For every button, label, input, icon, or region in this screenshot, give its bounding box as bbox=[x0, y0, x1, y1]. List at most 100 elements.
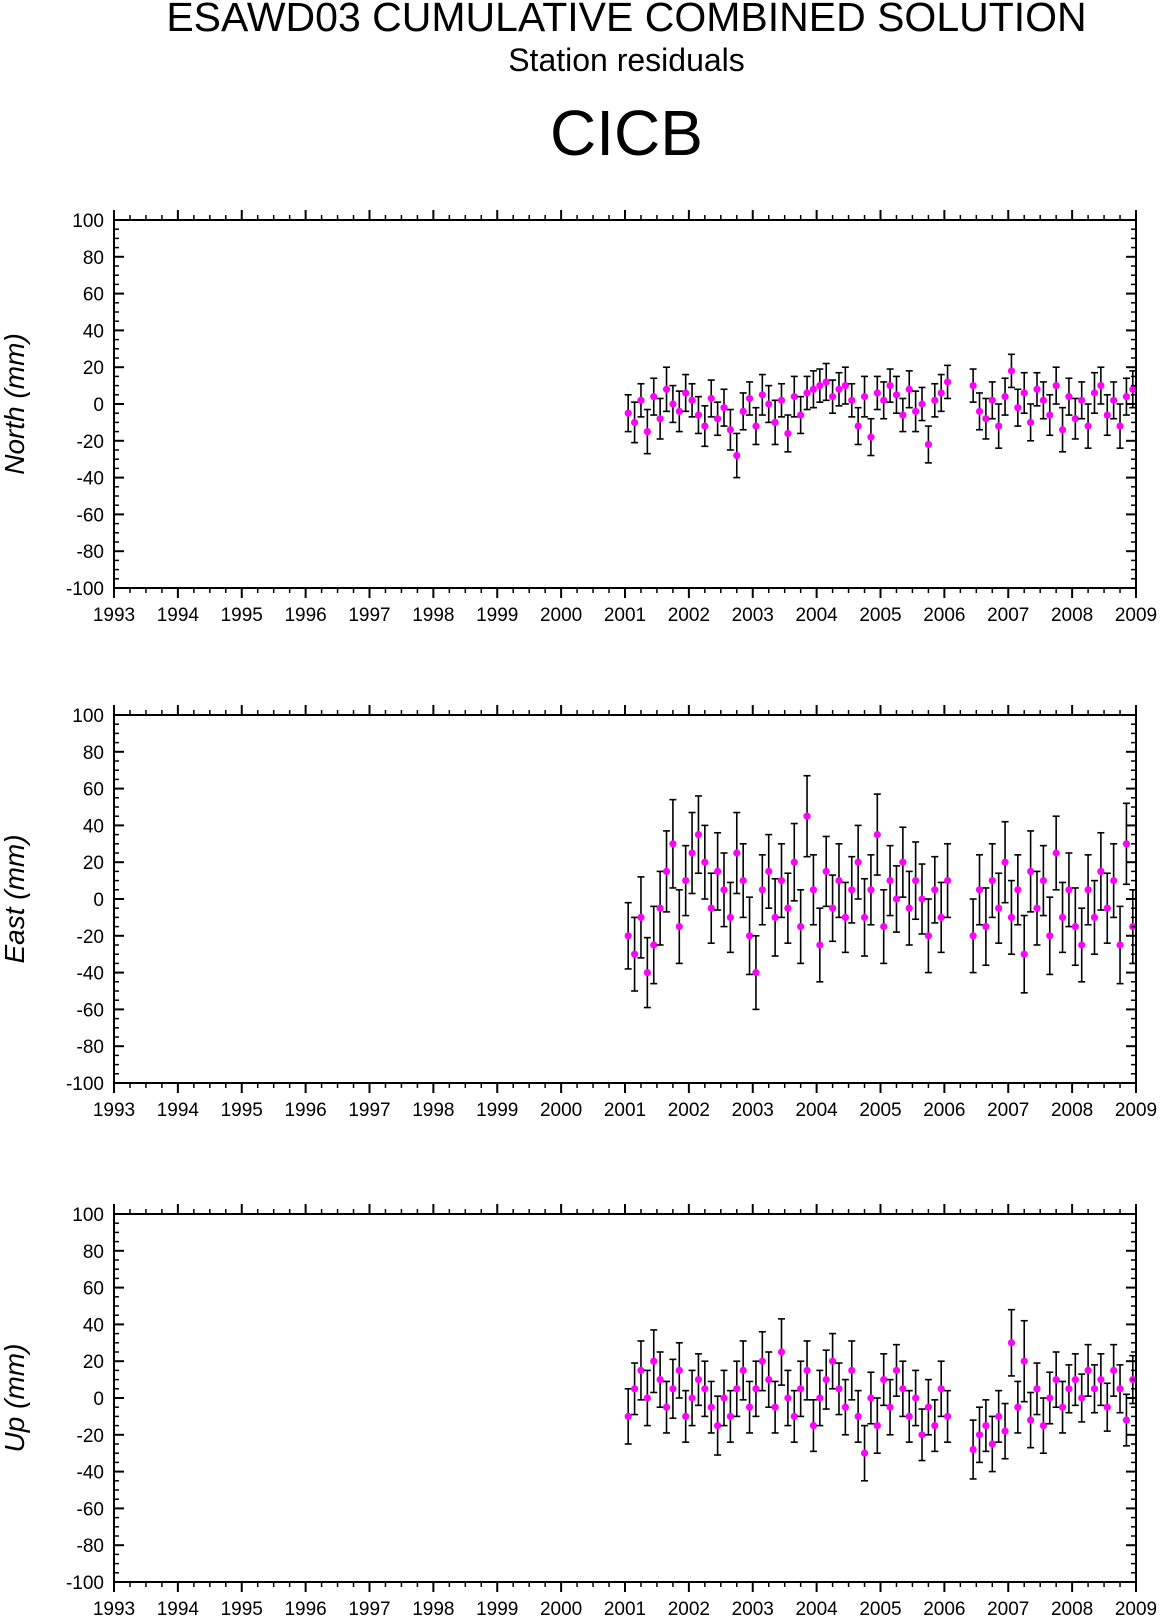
north-data-point bbox=[995, 422, 1003, 430]
north-data-point bbox=[854, 422, 862, 430]
east-data-point bbox=[797, 923, 805, 931]
east-data-point bbox=[937, 913, 945, 922]
chart-title: ESAWD03 CUMULATIVE COMBINED SOLUTION bbox=[166, 0, 1087, 40]
north-data-point bbox=[650, 393, 658, 401]
up-x-tick-label: 2007 bbox=[987, 1599, 1029, 1620]
east-data-point bbox=[1110, 877, 1118, 885]
north-data-point bbox=[1014, 404, 1022, 412]
east-y-tick-label: -60 bbox=[77, 1000, 104, 1021]
up-data-point bbox=[656, 1376, 664, 1384]
up-data-point bbox=[918, 1431, 926, 1439]
east-data-point bbox=[688, 849, 696, 857]
up-data-point bbox=[726, 1412, 734, 1420]
up-data-point bbox=[969, 1445, 977, 1454]
north-x-tick-label: 1996 bbox=[284, 605, 326, 626]
up-x-tick-label: 2006 bbox=[923, 1599, 965, 1620]
north-data-point bbox=[624, 409, 632, 417]
up-data-point bbox=[1027, 1416, 1035, 1424]
north-data-point bbox=[714, 415, 722, 423]
north-data-point bbox=[867, 433, 875, 441]
up-data-point bbox=[701, 1385, 709, 1393]
east-data-point bbox=[803, 812, 811, 820]
up-data-point bbox=[771, 1403, 779, 1411]
up-data-point bbox=[1078, 1394, 1086, 1402]
up-data-point bbox=[1039, 1422, 1047, 1430]
up-data-point bbox=[1007, 1339, 1016, 1347]
up-x-tick-label: 2005 bbox=[859, 1599, 901, 1620]
north-x-tick-label: 2002 bbox=[668, 605, 710, 626]
up-data-point bbox=[714, 1422, 722, 1430]
up-data-point bbox=[1065, 1385, 1073, 1393]
north-x-tick-label: 1999 bbox=[476, 605, 518, 626]
up-y-tick-label: 20 bbox=[83, 1352, 104, 1373]
north-data-point bbox=[1090, 389, 1099, 397]
north-data-point bbox=[771, 418, 779, 426]
east-data-point bbox=[867, 886, 875, 894]
east-data-point bbox=[1065, 886, 1073, 894]
north-data-point bbox=[1097, 382, 1105, 390]
east-data-series bbox=[624, 774, 1137, 1011]
north-x-tick-label: 2008 bbox=[1051, 605, 1093, 626]
north-data-point bbox=[886, 382, 894, 390]
up-data-point bbox=[675, 1366, 683, 1374]
up-y-tick-label: 80 bbox=[83, 1242, 104, 1263]
east-data-point bbox=[714, 867, 722, 876]
east-data-point bbox=[899, 858, 907, 866]
east-data-point bbox=[733, 849, 741, 857]
east-x-tick-label: 2006 bbox=[923, 1100, 965, 1121]
east-data-point bbox=[1020, 950, 1028, 958]
east-data-point bbox=[969, 932, 977, 940]
east-data-point bbox=[1046, 932, 1054, 940]
up-data-series bbox=[624, 1308, 1137, 1482]
east-data-point bbox=[880, 923, 888, 931]
east-data-point bbox=[905, 904, 913, 912]
east-data-point bbox=[790, 858, 798, 866]
east-data-point bbox=[707, 904, 715, 912]
north-ticks bbox=[113, 210, 1137, 598]
east-data-point bbox=[1097, 867, 1105, 876]
north-data-point bbox=[1027, 418, 1035, 426]
north-data-point bbox=[1110, 396, 1118, 404]
up-data-point bbox=[1084, 1366, 1092, 1374]
east-y-tick-label: -80 bbox=[77, 1037, 104, 1058]
north-data-point bbox=[1033, 385, 1041, 393]
east-y-axis-label: East (mm) bbox=[0, 834, 30, 963]
east-y-tick-label: 20 bbox=[83, 853, 104, 874]
east-data-point bbox=[912, 877, 920, 885]
up-data-point bbox=[643, 1394, 651, 1402]
north-x-tick-label: 1998 bbox=[412, 605, 454, 626]
north-x-tick-label: 2004 bbox=[795, 605, 838, 626]
north-y-tick-label: -60 bbox=[77, 505, 104, 526]
north-data-point bbox=[630, 418, 639, 426]
east-x-tick-label: 2004 bbox=[795, 1100, 838, 1121]
up-data-point bbox=[860, 1449, 869, 1457]
up-x-tick-label: 1999 bbox=[476, 1599, 518, 1620]
north-data-point bbox=[975, 407, 984, 415]
east-data-point bbox=[860, 913, 869, 922]
north-data-point bbox=[1116, 422, 1124, 430]
north-data-point bbox=[662, 385, 671, 393]
north-data-point bbox=[1020, 389, 1028, 397]
up-data-point bbox=[733, 1385, 741, 1393]
north-data-point bbox=[637, 396, 645, 404]
north-y-tick-label: -80 bbox=[77, 542, 104, 563]
east-data-point bbox=[816, 941, 824, 949]
north-data-point bbox=[707, 394, 715, 403]
north-data-point bbox=[739, 407, 747, 415]
east-x-tick-label: 2002 bbox=[668, 1100, 710, 1121]
east-y-tick-label: 80 bbox=[83, 743, 104, 764]
up-data-point bbox=[803, 1366, 811, 1374]
up-data-point bbox=[797, 1385, 805, 1393]
east-x-tick-label: 1994 bbox=[157, 1100, 200, 1121]
east-data-point bbox=[1058, 913, 1067, 922]
north-data-point bbox=[905, 385, 913, 393]
up-y-tick-label: 40 bbox=[83, 1315, 104, 1336]
north-data-series bbox=[624, 353, 1137, 479]
north-y-axis-label: North (mm) bbox=[0, 333, 30, 475]
up-data-point bbox=[899, 1385, 907, 1393]
north-y-tick-label: 80 bbox=[83, 248, 104, 269]
east-x-tick-label: 2008 bbox=[1051, 1100, 1093, 1121]
east-data-point bbox=[662, 867, 671, 876]
east-data-point bbox=[1084, 886, 1092, 894]
